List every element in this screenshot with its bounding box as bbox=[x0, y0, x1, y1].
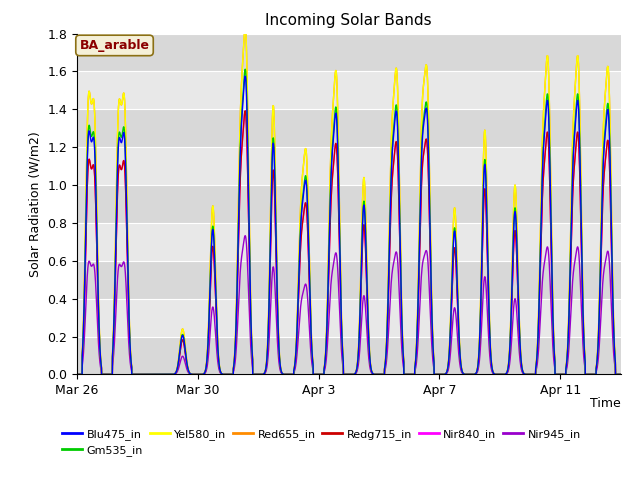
Bar bbox=[77, 299, 621, 336]
Nir840_in bbox=[412, 362, 419, 368]
Bar bbox=[77, 336, 621, 374]
Yel580_in bbox=[617, 372, 625, 377]
Bar bbox=[77, 109, 621, 147]
Bar bbox=[77, 185, 621, 223]
Redg715_in bbox=[412, 362, 419, 368]
Nir945_in bbox=[73, 372, 81, 377]
Red655_in bbox=[402, 372, 410, 377]
Bar bbox=[77, 223, 621, 261]
Redg715_in bbox=[565, 311, 573, 317]
Line: Nir945_in: Nir945_in bbox=[77, 236, 621, 374]
Red655_in bbox=[73, 372, 81, 377]
Yel580_in bbox=[189, 372, 197, 377]
Nir945_in bbox=[402, 372, 410, 377]
Bar bbox=[77, 34, 621, 72]
Line: Red655_in: Red655_in bbox=[77, 27, 621, 374]
Nir945_in bbox=[617, 372, 625, 377]
Red655_in bbox=[225, 372, 232, 377]
Nir840_in bbox=[565, 311, 573, 317]
Nir840_in bbox=[189, 372, 197, 377]
Blu475_in bbox=[412, 361, 419, 367]
Yel580_in bbox=[225, 372, 232, 377]
Line: Redg715_in: Redg715_in bbox=[77, 111, 621, 374]
Gm535_in bbox=[617, 372, 625, 377]
Nir945_in bbox=[241, 233, 249, 239]
Redg715_in bbox=[241, 108, 249, 114]
Line: Nir840_in: Nir840_in bbox=[77, 111, 621, 374]
Line: Blu475_in: Blu475_in bbox=[77, 76, 621, 374]
Nir945_in bbox=[617, 372, 625, 377]
Nir840_in bbox=[617, 372, 625, 377]
Legend: Blu475_in, Gm535_in, Yel580_in, Red655_in, Redg715_in, Nir840_in, Nir945_in: Blu475_in, Gm535_in, Yel580_in, Red655_i… bbox=[58, 424, 586, 460]
Gm535_in bbox=[402, 372, 410, 377]
Nir840_in bbox=[617, 372, 625, 377]
Blu475_in bbox=[73, 372, 81, 377]
Nir945_in bbox=[565, 340, 573, 346]
Redg715_in bbox=[617, 372, 625, 377]
Yel580_in bbox=[412, 359, 419, 365]
Yel580_in bbox=[241, 24, 249, 30]
Gm535_in bbox=[565, 301, 573, 307]
Red655_in bbox=[565, 292, 573, 298]
Gm535_in bbox=[225, 372, 232, 377]
Nir945_in bbox=[412, 367, 419, 372]
Gm535_in bbox=[412, 360, 419, 366]
Line: Yel580_in: Yel580_in bbox=[77, 27, 621, 374]
Yel580_in bbox=[73, 372, 81, 377]
Red655_in bbox=[617, 372, 625, 377]
Nir840_in bbox=[73, 372, 81, 377]
Nir945_in bbox=[189, 372, 197, 377]
Red655_in bbox=[189, 372, 197, 377]
Line: Gm535_in: Gm535_in bbox=[77, 69, 621, 374]
Blu475_in bbox=[225, 372, 232, 377]
Redg715_in bbox=[617, 372, 625, 377]
Blu475_in bbox=[241, 73, 249, 79]
Nir945_in bbox=[225, 372, 232, 377]
Red655_in bbox=[412, 359, 419, 365]
Text: BA_arable: BA_arable bbox=[79, 39, 150, 52]
Redg715_in bbox=[189, 372, 197, 377]
Nir840_in bbox=[225, 372, 232, 377]
Blu475_in bbox=[189, 372, 197, 377]
Bar bbox=[77, 261, 621, 299]
Red655_in bbox=[241, 24, 249, 30]
Nir840_in bbox=[402, 372, 410, 377]
Yel580_in bbox=[617, 372, 625, 377]
Bar bbox=[77, 147, 621, 185]
Yel580_in bbox=[565, 292, 573, 298]
Nir840_in bbox=[241, 108, 249, 114]
Text: Time: Time bbox=[590, 396, 621, 409]
Gm535_in bbox=[189, 372, 197, 377]
Title: Incoming Solar Bands: Incoming Solar Bands bbox=[266, 13, 432, 28]
Gm535_in bbox=[241, 66, 249, 72]
Bar bbox=[77, 72, 621, 109]
Red655_in bbox=[617, 372, 625, 377]
Blu475_in bbox=[617, 372, 625, 377]
Redg715_in bbox=[73, 372, 81, 377]
Gm535_in bbox=[73, 372, 81, 377]
Y-axis label: Solar Radiation (W/m2): Solar Radiation (W/m2) bbox=[29, 131, 42, 277]
Blu475_in bbox=[617, 372, 625, 377]
Yel580_in bbox=[402, 372, 410, 377]
Blu475_in bbox=[565, 303, 573, 309]
Gm535_in bbox=[617, 372, 625, 377]
Blu475_in bbox=[402, 372, 410, 377]
Redg715_in bbox=[225, 372, 232, 377]
Redg715_in bbox=[402, 372, 410, 377]
